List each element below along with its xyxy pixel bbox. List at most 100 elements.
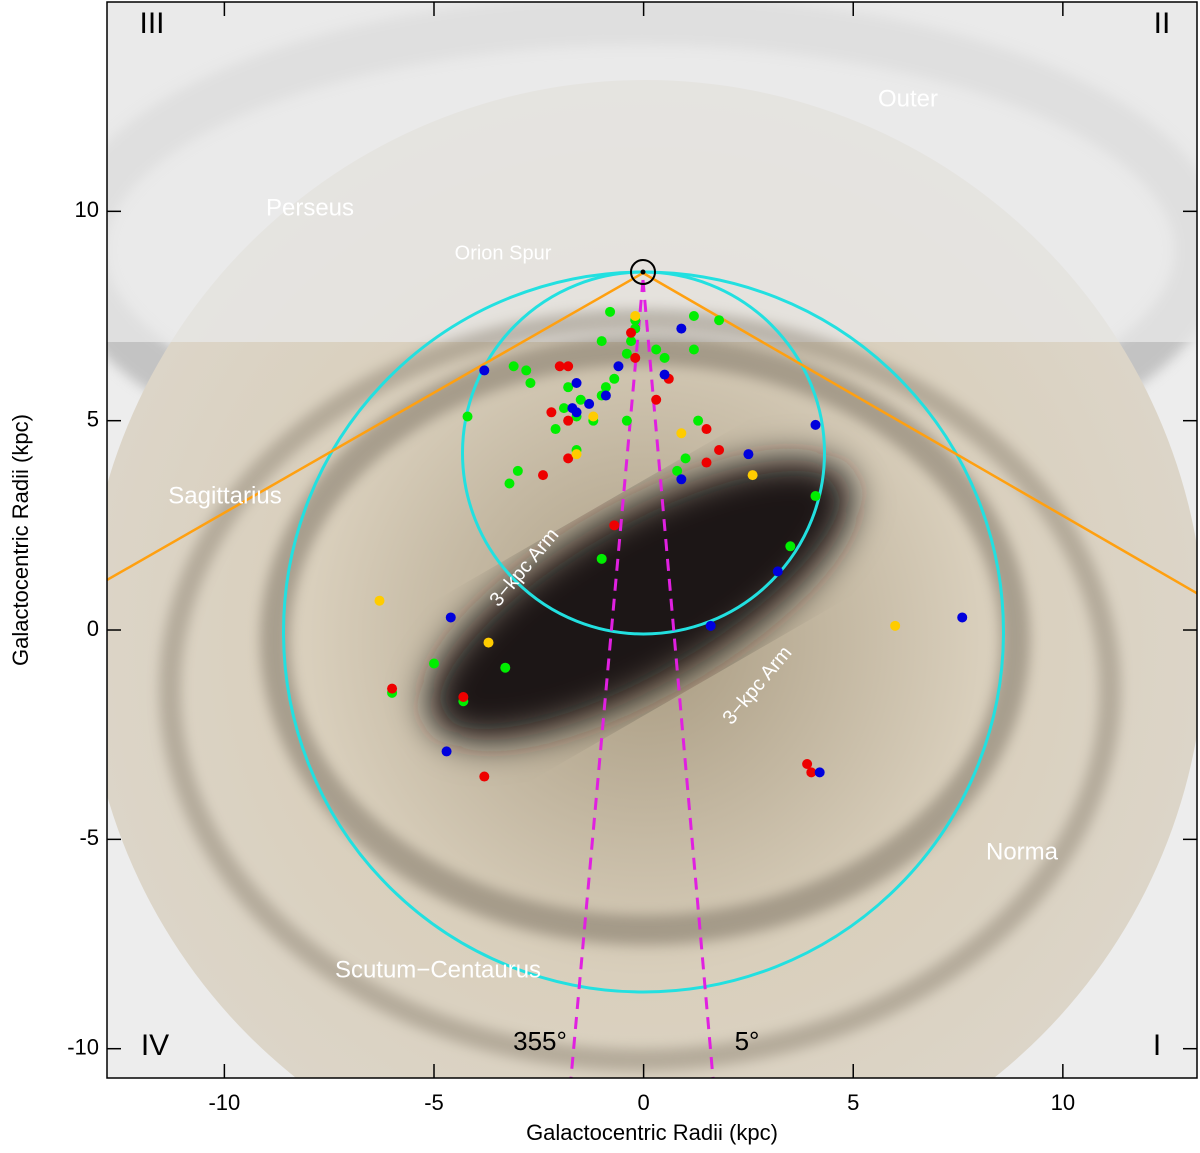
data-point bbox=[659, 369, 670, 380]
data-point bbox=[571, 449, 582, 460]
data-point bbox=[558, 403, 569, 414]
x-tick-label: 0 bbox=[637, 1090, 649, 1115]
data-point bbox=[676, 428, 687, 439]
data-point bbox=[596, 336, 607, 347]
sun-symbol bbox=[630, 259, 656, 285]
annotation: Outer bbox=[878, 85, 938, 112]
data-point bbox=[596, 553, 607, 564]
data-points bbox=[374, 306, 968, 782]
data-point bbox=[621, 348, 632, 359]
data-point bbox=[676, 323, 687, 334]
data-point bbox=[479, 365, 490, 376]
data-point bbox=[512, 465, 523, 476]
data-point bbox=[626, 336, 637, 347]
data-point bbox=[814, 767, 825, 778]
data-point bbox=[508, 361, 519, 372]
sun-dot bbox=[640, 269, 646, 275]
y-tick-label: 0 bbox=[87, 616, 99, 641]
data-point bbox=[957, 612, 968, 623]
annotation: 5° bbox=[735, 1026, 760, 1056]
data-point bbox=[441, 746, 452, 757]
data-point bbox=[563, 361, 574, 372]
y-axis-label: Galactocentric Radii (kpc) bbox=[8, 414, 33, 666]
data-point bbox=[609, 520, 620, 531]
x-axis-label: Galactocentric Radii (kpc) bbox=[526, 1120, 778, 1145]
data-point bbox=[810, 491, 821, 502]
data-point bbox=[701, 457, 712, 468]
y-tick-label: 5 bbox=[87, 406, 99, 431]
data-point bbox=[613, 361, 624, 372]
y-tick-label: -5 bbox=[79, 825, 99, 850]
data-point bbox=[563, 415, 574, 426]
data-point bbox=[659, 352, 670, 363]
data-point bbox=[525, 377, 536, 388]
annotation: Scutum−Centaurus bbox=[335, 956, 541, 983]
data-point bbox=[500, 662, 511, 673]
data-point bbox=[483, 637, 494, 648]
data-point bbox=[806, 767, 817, 778]
data-point bbox=[651, 344, 662, 355]
data-point bbox=[546, 407, 557, 418]
annotation: 355° bbox=[513, 1026, 567, 1056]
data-point bbox=[688, 311, 699, 322]
data-point bbox=[672, 465, 683, 476]
x-tick-label: -10 bbox=[208, 1090, 240, 1115]
data-point bbox=[521, 365, 532, 376]
data-point bbox=[563, 382, 574, 393]
annotation: I bbox=[1153, 1029, 1161, 1062]
data-point bbox=[575, 394, 586, 405]
data-point bbox=[693, 415, 704, 426]
annotation: Sagittarius bbox=[168, 482, 281, 509]
data-point bbox=[571, 407, 582, 418]
data-point bbox=[701, 424, 712, 435]
data-point bbox=[630, 352, 641, 363]
data-point bbox=[538, 470, 548, 481]
data-point bbox=[588, 411, 599, 422]
data-point bbox=[374, 595, 385, 606]
data-point bbox=[802, 758, 813, 769]
y-tick-label: -10 bbox=[67, 1035, 99, 1060]
data-point bbox=[600, 382, 611, 393]
annotation: Perseus bbox=[266, 194, 354, 221]
data-point bbox=[743, 449, 754, 460]
data-point bbox=[714, 315, 725, 326]
data-point bbox=[479, 771, 490, 782]
data-point bbox=[626, 327, 637, 338]
data-point bbox=[429, 658, 439, 669]
data-point bbox=[504, 478, 515, 489]
data-point bbox=[445, 612, 456, 623]
data-point bbox=[688, 344, 699, 355]
x-tick-label: 5 bbox=[847, 1090, 859, 1115]
data-point bbox=[680, 453, 691, 464]
data-point bbox=[630, 311, 641, 322]
annotation: III bbox=[139, 7, 164, 40]
data-point bbox=[387, 683, 398, 694]
plot-frame bbox=[106, 1, 1198, 1079]
data-point bbox=[747, 470, 758, 481]
x-tick-label: 10 bbox=[1051, 1090, 1075, 1115]
data-point bbox=[772, 566, 783, 577]
data-point bbox=[621, 415, 632, 426]
data-point bbox=[554, 361, 565, 372]
data-point bbox=[571, 377, 582, 388]
data-point bbox=[605, 306, 616, 317]
data-point bbox=[584, 398, 595, 409]
annotation: Orion Spur bbox=[455, 242, 552, 264]
data-point bbox=[714, 444, 725, 455]
data-point bbox=[810, 419, 821, 430]
x-tick-label: -5 bbox=[424, 1090, 444, 1115]
data-point bbox=[550, 424, 561, 435]
galaxy-background bbox=[107, 2, 1197, 1078]
annotation: II bbox=[1154, 7, 1171, 40]
data-point bbox=[676, 474, 687, 485]
data-point bbox=[785, 541, 796, 552]
annotation: IV bbox=[141, 1029, 169, 1062]
annotation: Norma bbox=[986, 838, 1059, 865]
data-point bbox=[890, 620, 901, 631]
data-point bbox=[609, 373, 620, 384]
data-point bbox=[600, 390, 611, 401]
data-point bbox=[651, 394, 662, 405]
y-tick-label: 10 bbox=[75, 197, 99, 222]
data-point bbox=[705, 620, 716, 631]
